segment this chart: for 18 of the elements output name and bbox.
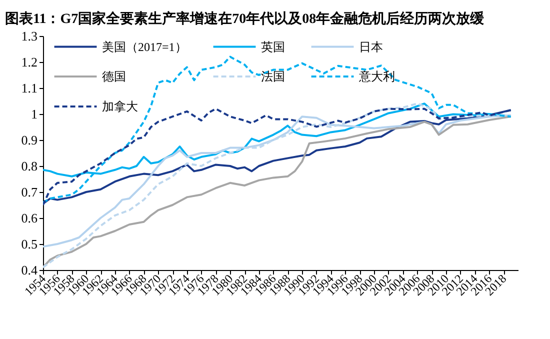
legend-label: 法国 [261, 70, 285, 84]
legend-label: 意大利 [358, 70, 395, 84]
legend-label: 日本 [359, 40, 383, 54]
y-tick-label: 0.7 [21, 184, 38, 200]
y-tick-label: 0.9 [21, 132, 38, 148]
legend-label: 美国（2017=1） [102, 40, 187, 54]
chart-title: 图表11：G7国家全要素生产率增速在70年代以及08年金融危机后经历两次放缓 [5, 10, 486, 27]
legend-label: 英国 [261, 40, 285, 54]
y-tick-label: 1.3 [21, 28, 38, 44]
y-tick-label: 0.4 [21, 262, 38, 278]
y-tick-label: 0.8 [21, 158, 38, 174]
y-tick-label: 0.6 [21, 210, 38, 226]
legend-label: 加拿大 [102, 100, 138, 114]
y-tick-label: 1 [31, 106, 38, 122]
y-tick-label: 1.1 [21, 80, 38, 96]
y-tick-label: 1.2 [21, 54, 38, 70]
legend-label: 德国 [102, 70, 126, 84]
y-tick-label: 0.5 [21, 236, 38, 252]
